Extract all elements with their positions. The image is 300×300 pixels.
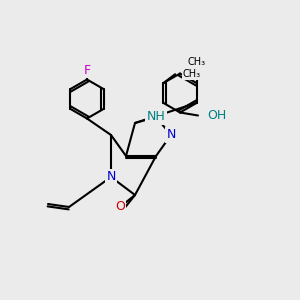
Text: OH: OH: [207, 109, 226, 122]
Text: O: O: [115, 200, 125, 214]
Text: CH₃: CH₃: [188, 57, 206, 67]
Text: F: F: [83, 64, 91, 77]
Text: N: N: [106, 170, 116, 184]
Text: NH: NH: [147, 110, 165, 124]
Text: N: N: [166, 128, 176, 142]
Text: CH₃: CH₃: [183, 69, 201, 79]
